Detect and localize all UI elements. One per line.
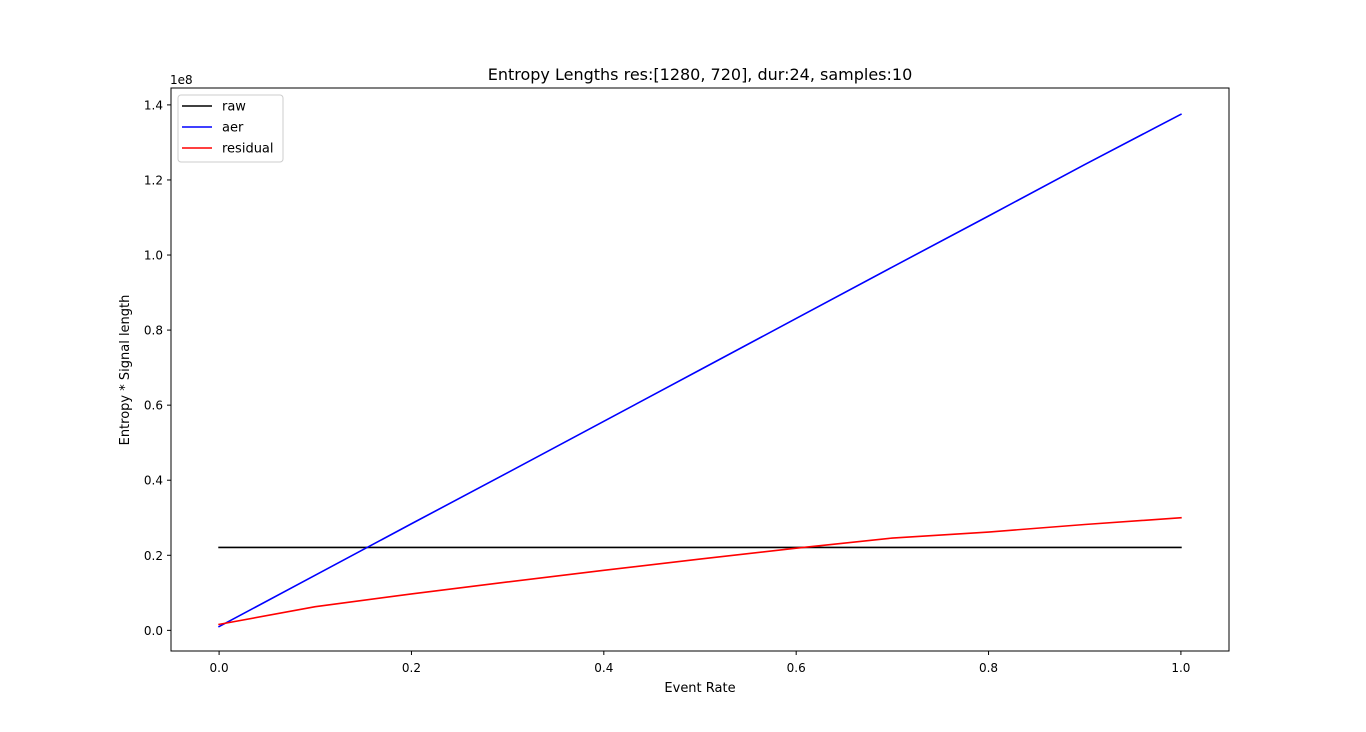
y-axis-label: Entropy * Signal length	[118, 295, 133, 446]
legend-label-residual: residual	[222, 142, 274, 157]
series-layer	[218, 113, 1182, 628]
y-tick-label: 1.0	[144, 249, 163, 263]
legend-entries: raw aer residual	[182, 100, 274, 157]
y-axis-offset-label: 1e8	[170, 73, 193, 87]
x-axis-ticks: 0.0 0.2 0.4 0.6 0.8 1.0	[210, 651, 1190, 675]
y-axis-ticks: 0.0 0.2 0.4 0.6 0.8 1.0 1.2 1.4	[144, 98, 171, 638]
chart-title: Entropy Lengths res:[1280, 720], dur:24,…	[488, 65, 913, 84]
legend-label-aer: aer	[222, 121, 244, 136]
y-tick-label: 0.2	[144, 549, 163, 563]
x-tick-label: 0.2	[402, 661, 421, 675]
series-line-aer	[218, 113, 1182, 628]
y-tick-label: 1.2	[144, 173, 163, 187]
x-axis-label: Event Rate	[664, 681, 735, 696]
axes-frame	[170, 87, 1230, 652]
legend: raw aer residual	[177, 94, 284, 163]
y-tick-label: 1.4	[144, 98, 163, 112]
x-tick-label: 0.0	[210, 661, 229, 675]
legend-label-raw: raw	[222, 100, 246, 115]
x-tick-label: 0.6	[787, 661, 806, 675]
series-line-residual	[218, 516, 1182, 626]
x-tick-label: 1.0	[1171, 661, 1190, 675]
y-tick-label: 0.6	[144, 399, 163, 413]
y-tick-label: 0.0	[144, 624, 163, 638]
x-tick-label: 0.4	[594, 661, 613, 675]
legend-box	[177, 94, 284, 163]
y-tick-label: 0.8	[144, 324, 163, 338]
x-tick-label: 0.8	[979, 661, 998, 675]
y-tick-label: 0.4	[144, 474, 163, 488]
